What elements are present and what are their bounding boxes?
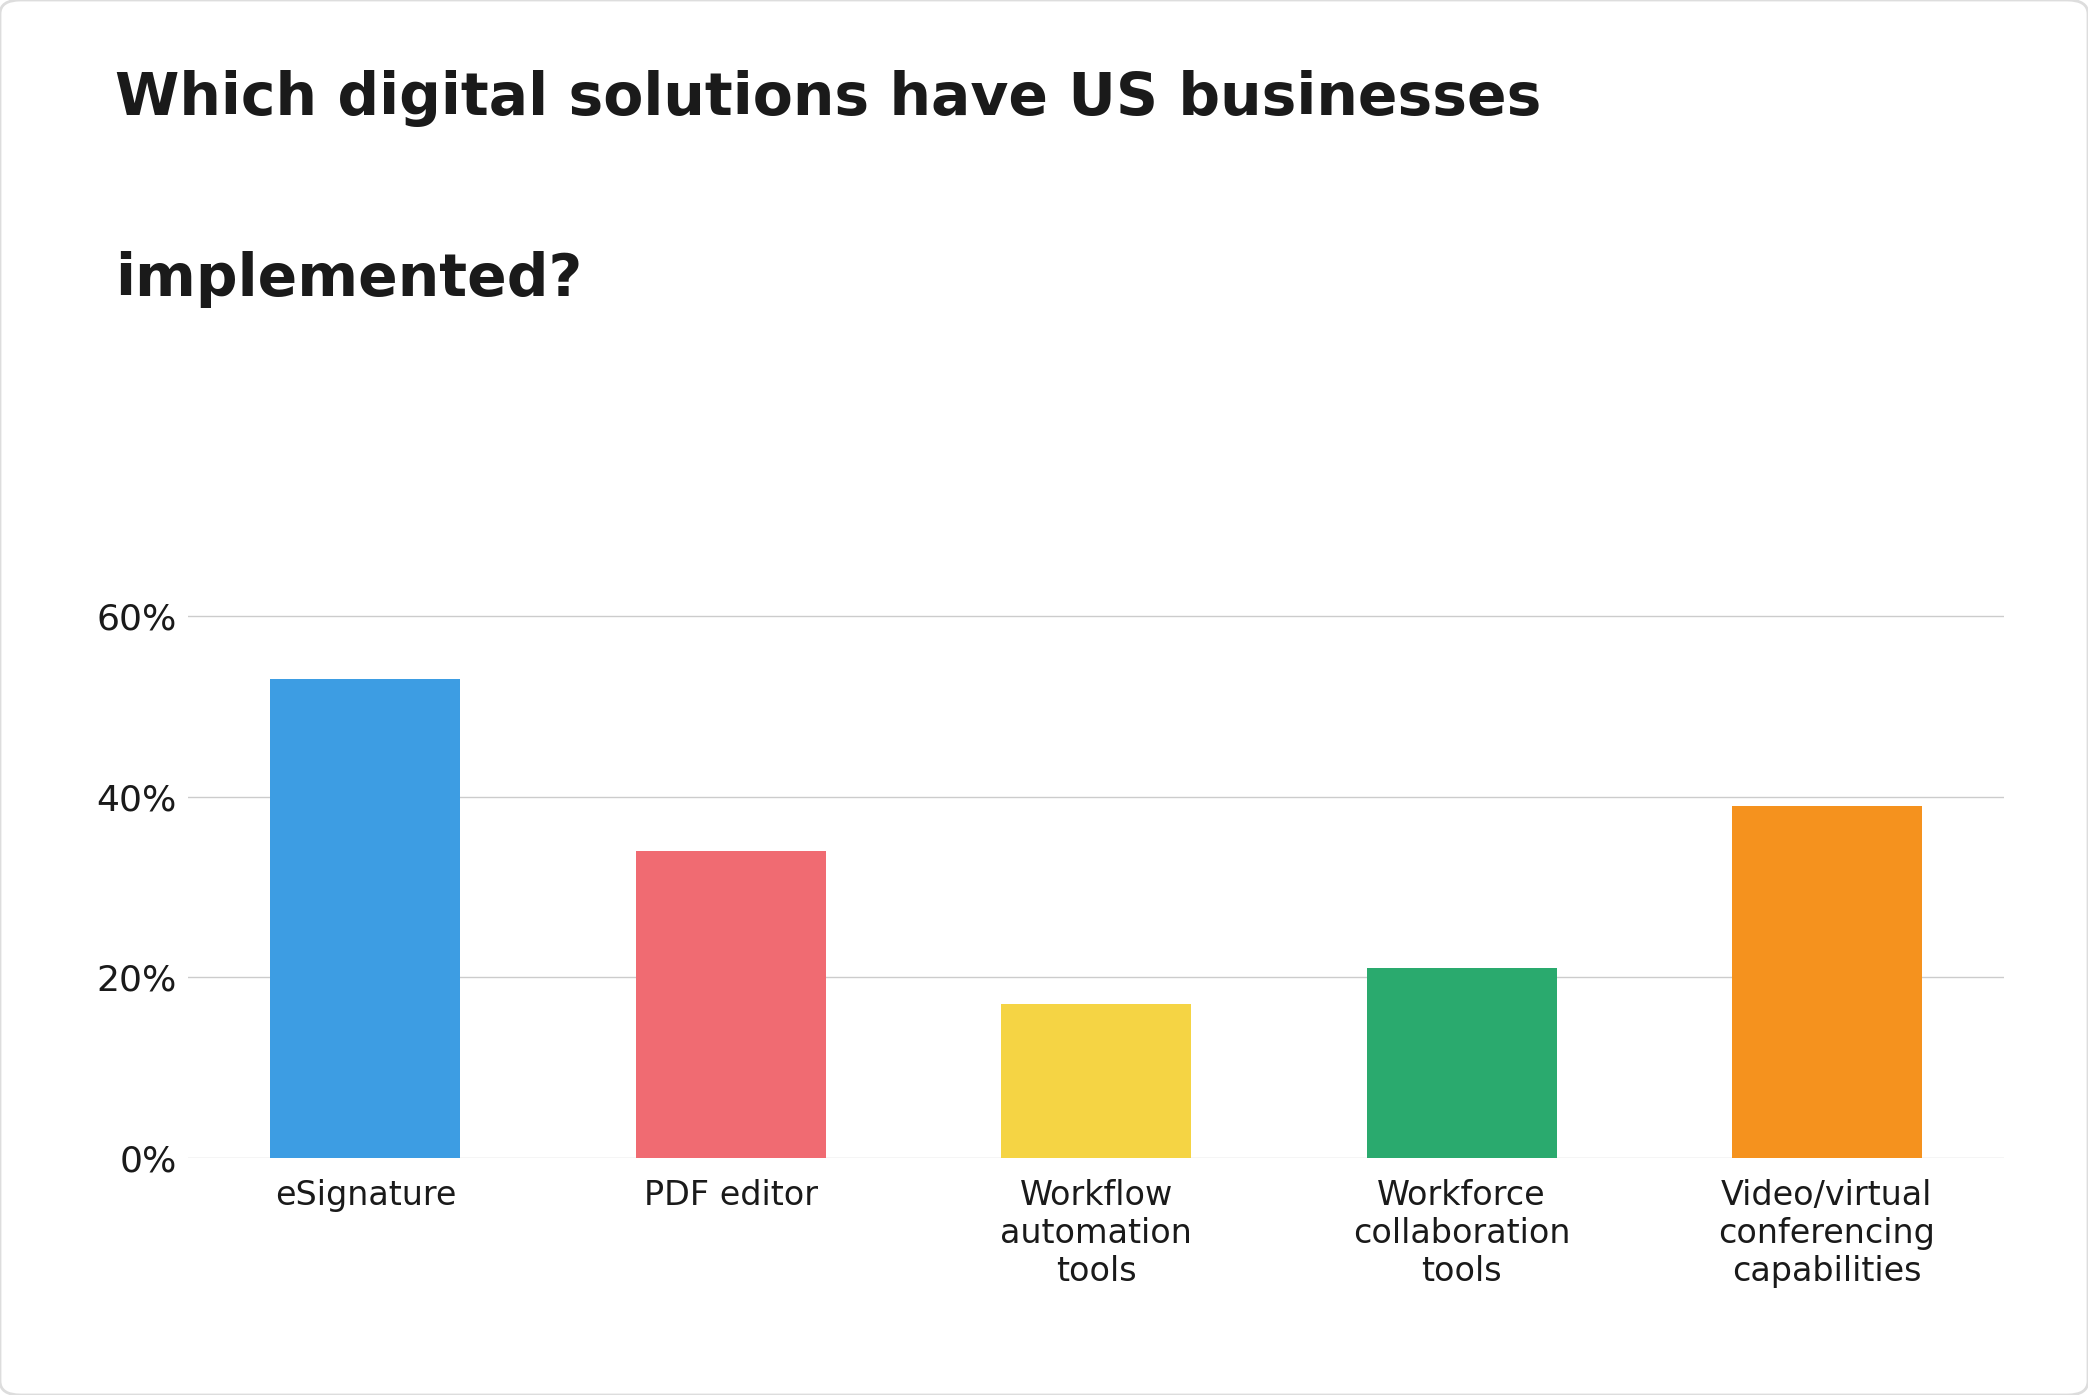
Bar	[637, 851, 827, 1158]
Bar	[1002, 1004, 1190, 1158]
Text: Which digital solutions have US businesses: Which digital solutions have US business…	[115, 70, 1541, 127]
Bar	[1366, 968, 1556, 1158]
Bar	[271, 679, 461, 1158]
Bar	[1731, 806, 1921, 1158]
Text: implemented?: implemented?	[115, 251, 583, 308]
